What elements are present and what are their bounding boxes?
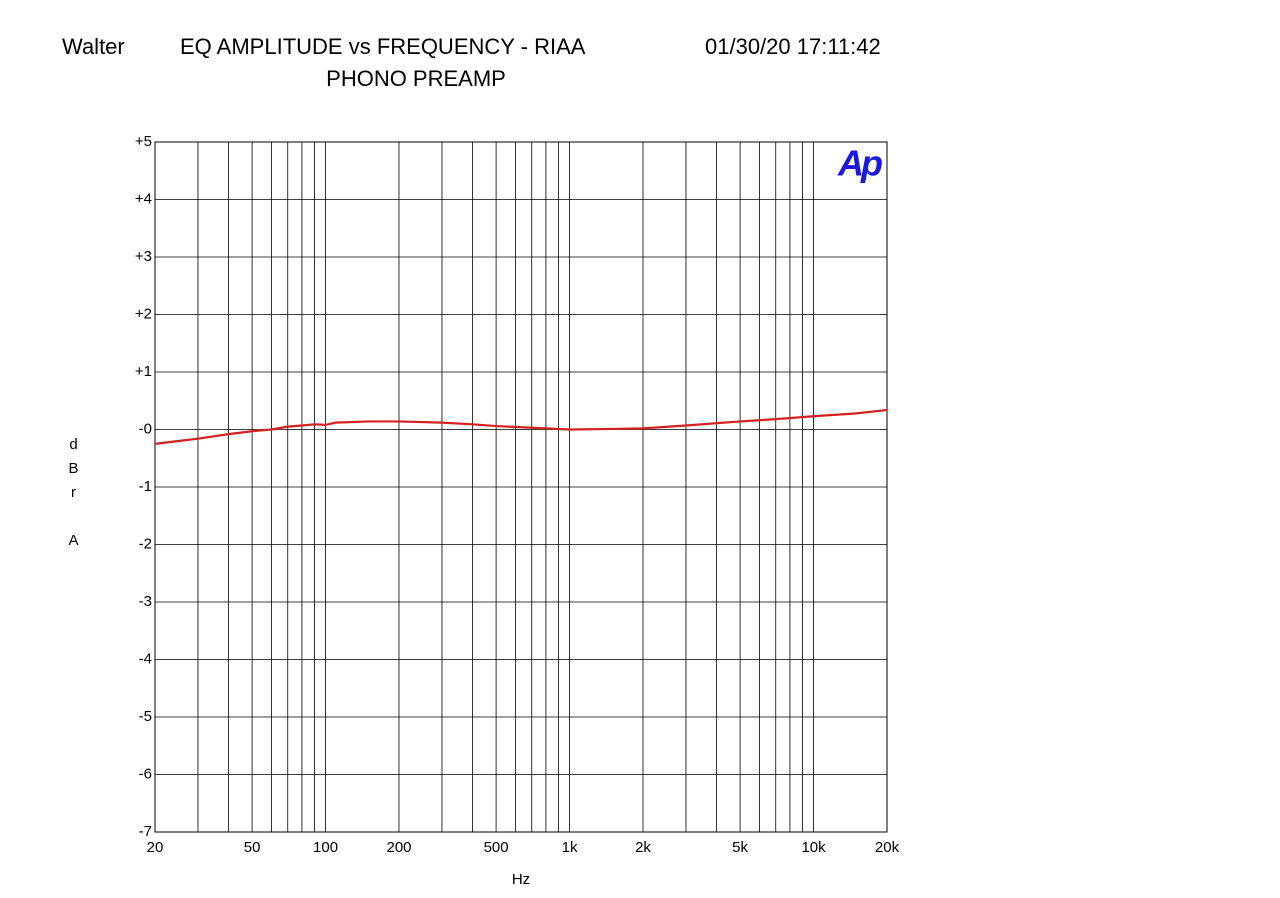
y-tick-label: -6 [139,765,152,782]
x-tick-label: 5k [732,839,748,856]
y-tick-label: +4 [135,190,152,207]
y-tick-label: +1 [135,363,152,380]
y-tick-label: +2 [135,305,152,322]
header-left: Walter [62,34,125,59]
y-tick-label: -3 [139,593,152,610]
y-tick-label: -1 [139,478,152,495]
y-tick-label: -4 [139,650,152,667]
timestamp: 01/30/20 17:11:42 [705,34,881,59]
logo: Ap [837,143,882,184]
chart-title: EQ AMPLITUDE vs FREQUENCY - RIAA [180,34,586,59]
y-tick-label: +5 [135,133,152,150]
x-tick-label: 20k [875,839,900,856]
x-tick-label: 200 [386,839,411,856]
x-tick-label: 500 [484,839,509,856]
x-tick-label: 100 [313,839,338,856]
y-tick-label: +3 [135,248,152,265]
y-tick-label: -0 [139,420,152,437]
y-tick-label: -7 [139,823,152,840]
y-tick-label: -2 [139,535,152,552]
x-axis-label: Hz [512,871,530,888]
data-line [154,408,888,445]
x-tick-label: 20 [147,839,164,856]
y-tick-label: -5 [139,708,152,725]
y-axis-label: dBr A [65,436,82,556]
chart-subtitle: PHONO PREAMP [326,66,506,91]
x-tick-label: 1k [562,839,578,856]
x-tick-label: 2k [635,839,651,856]
x-tick-label: 50 [244,839,261,856]
x-tick-label: 10k [801,839,826,856]
